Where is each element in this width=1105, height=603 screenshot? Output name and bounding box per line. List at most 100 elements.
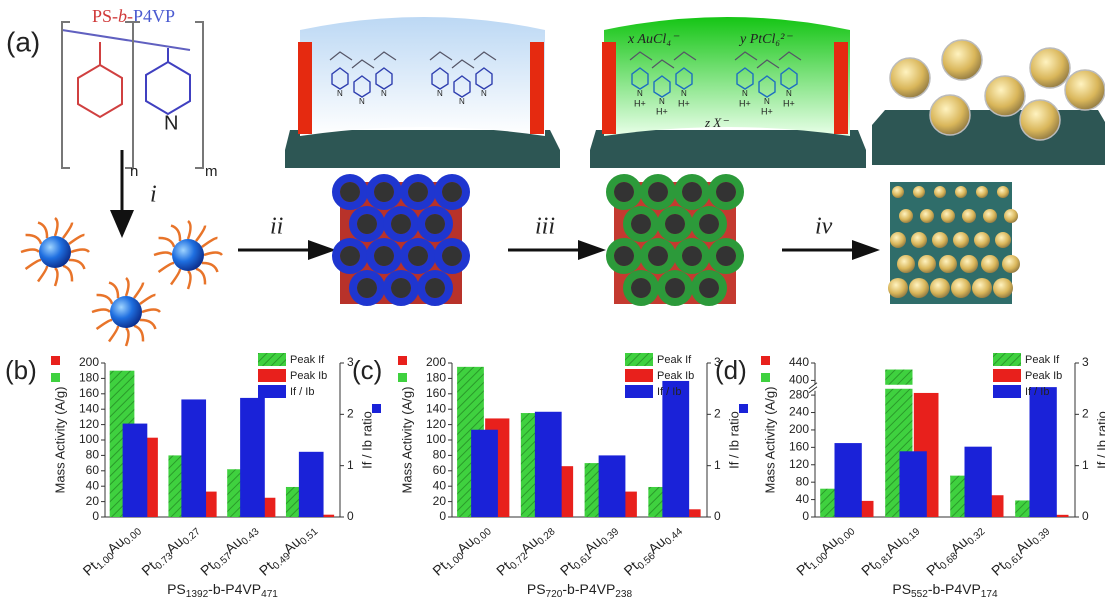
x-tick-label: Pt0.73Au0.27: [138, 520, 203, 581]
x-tick-label: Pt0.56Au0.44: [620, 520, 685, 581]
corona-chain: [63, 266, 72, 282]
corona-chain: [109, 326, 118, 342]
pore: [357, 214, 377, 234]
pore: [340, 182, 360, 202]
y-tick-label: 400: [789, 373, 809, 387]
bar: [471, 430, 498, 517]
corona-chain: [97, 295, 113, 304]
legend-label: Peak If: [1025, 354, 1060, 366]
y-tick-label: 120: [426, 417, 446, 431]
bar: [662, 381, 689, 517]
ring-n: N: [659, 97, 665, 106]
legend-label: Peak If: [657, 354, 692, 366]
y2-tick-label: 2: [714, 407, 721, 421]
nanoparticle: [953, 232, 969, 248]
y-tick-label: 60: [433, 463, 447, 477]
y-tick-label: 80: [796, 474, 810, 488]
x-tick-label: Pt0.49Au0.51: [256, 520, 321, 581]
nanoparticle: [890, 232, 906, 248]
corona-chain: [26, 260, 42, 269]
corona-chain: [71, 250, 89, 253]
y2-tick-label: 3: [1082, 355, 1089, 369]
charts: 0204060801001201401601802000123Pt1.00Au0…: [5, 353, 1105, 600]
x-axis-label: PS720-b-P4VP238: [527, 581, 633, 600]
x-tick-label: Pt1.00Au0.00: [79, 520, 144, 581]
x-tick-label: Pt0.68Au0.32: [923, 520, 988, 581]
legend-label: Peak Ib: [290, 370, 327, 382]
ring-n: N: [764, 97, 770, 106]
nanoparticle: [941, 209, 955, 223]
corona-chain: [202, 238, 218, 247]
y-tick-label: 120: [79, 417, 99, 431]
step-label: iii: [535, 214, 555, 240]
legend-label: Peak Ib: [1025, 370, 1062, 382]
block: -b-: [112, 6, 133, 26]
step-label: ii: [270, 214, 283, 240]
pore: [357, 278, 377, 298]
nanoparticle: [911, 232, 927, 248]
corona-chain: [159, 263, 175, 272]
ring-n: N: [359, 97, 365, 106]
bar: [181, 399, 206, 517]
chart: 0204060801001201401601802000123Pt1.00Au0…: [352, 353, 748, 600]
bar: [535, 412, 562, 517]
nanoparticle: [960, 255, 978, 273]
micelle-core: [110, 296, 142, 328]
corona-chain: [188, 221, 191, 239]
ring-n: N: [481, 89, 487, 98]
y2-tick-label: 1: [1082, 458, 1089, 472]
x-tick-label: Pt0.72Au0.28: [493, 520, 558, 581]
nanoparticle: [955, 186, 967, 198]
nanoparticle: [972, 278, 992, 298]
nanoparticle: [930, 95, 970, 135]
axis-key: [761, 373, 770, 382]
y-tick-label: 0: [802, 509, 809, 523]
axis-key: [398, 356, 407, 365]
axis-key: [372, 404, 381, 413]
micelles: [21, 218, 222, 346]
corona-chain: [55, 268, 58, 286]
proton: H+: [634, 98, 646, 108]
corona-chain: [97, 320, 113, 329]
y2-axis-label: If / Ib ratio: [1094, 411, 1105, 469]
axis-key: [761, 356, 770, 365]
nanoparticle: [909, 278, 929, 298]
proton: H+: [761, 106, 773, 116]
x-tick-label: Pt0.81Au0.19: [858, 520, 923, 581]
ring-n: N: [786, 89, 792, 98]
nanoparticle: [890, 58, 930, 98]
legend-swatch: [993, 369, 1021, 382]
corona-chain: [63, 223, 72, 239]
step-label: iv: [815, 214, 833, 240]
pore: [442, 246, 462, 266]
nanoparticle: [913, 186, 925, 198]
legend-label: If / Ib: [1025, 386, 1049, 398]
nanoparticle: [993, 278, 1013, 298]
y-tick-label: 80: [433, 448, 447, 462]
ion-label: y PtCl₆²⁻: [738, 32, 793, 47]
legend-swatch: [258, 353, 286, 366]
pore: [374, 182, 394, 202]
y-axis-label: Mass Activity (A/g): [52, 387, 67, 494]
step-label: i: [150, 182, 157, 208]
y2-tick-label: 0: [714, 509, 721, 523]
y2-tick-label: 2: [347, 407, 354, 421]
bar: [1030, 387, 1057, 517]
panel-label: (a): [6, 26, 40, 57]
axis-key: [739, 404, 748, 413]
y-tick-label: 240: [789, 405, 809, 419]
y-tick-label: 140: [426, 401, 446, 415]
y2-tick-label: 1: [714, 458, 721, 472]
axis-key: [51, 356, 60, 365]
y-tick-label: 40: [86, 478, 100, 492]
pore: [682, 246, 702, 266]
y-tick-label: 20: [86, 494, 100, 508]
legend-label: If / Ib: [290, 386, 314, 398]
x-tick-label: Pt1.00Au0.00: [793, 520, 858, 581]
pore: [648, 182, 668, 202]
corona-chain: [26, 235, 42, 244]
y2-tick-label: 0: [347, 509, 354, 523]
subscript-n: n: [130, 163, 138, 180]
y-tick-label: 160: [789, 440, 809, 454]
proton: H+: [678, 98, 690, 108]
